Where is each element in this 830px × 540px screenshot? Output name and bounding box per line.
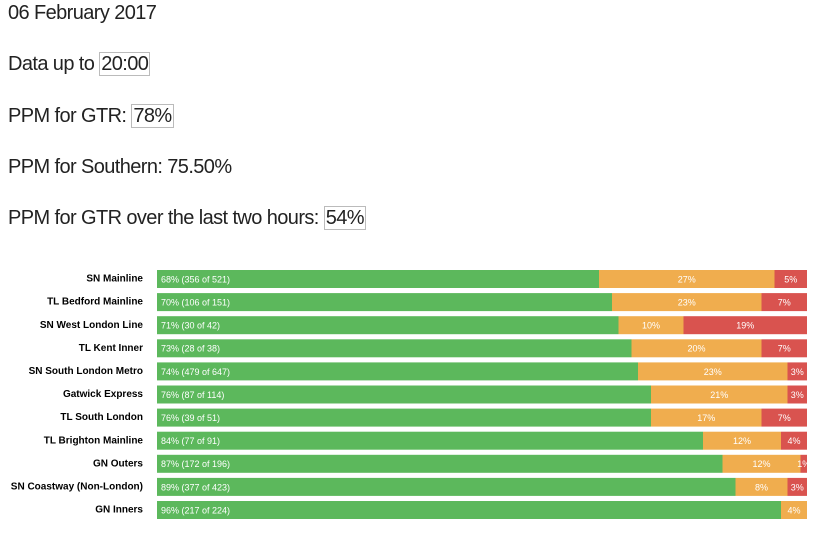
bar-segment [638, 362, 788, 381]
value-label: 71% (30 of 42) [161, 321, 220, 331]
value-label: 89% (377 of 423) [161, 482, 230, 492]
value-label: 7% [778, 297, 791, 307]
row-label: TL Brighton Mainline [44, 435, 144, 446]
row-label: TL Bedford Mainline [47, 297, 143, 308]
bar-segment [157, 293, 612, 312]
value-label: 10% [642, 321, 660, 331]
value-label: 87% (172 of 196) [161, 459, 230, 469]
value-label: 76% (39 of 51) [161, 413, 220, 423]
bar-segment [722, 454, 801, 473]
label: Data up to [8, 53, 95, 75]
row-label: Gatwick Express [63, 389, 143, 400]
bar-segment [157, 362, 638, 381]
bar-segment [781, 431, 807, 450]
bar-segment [157, 501, 781, 519]
label: PPM for GTR: [8, 105, 127, 127]
bar-segment [735, 477, 788, 496]
bar-segment [599, 270, 775, 288]
value-label: 20% [687, 344, 705, 354]
bar-segment [612, 293, 762, 312]
bar-segment [774, 270, 807, 288]
data-up-to: Data up to 20:00 [8, 52, 151, 76]
value-label: 73% (28 of 38) [161, 344, 220, 354]
value-label: 70% (106 of 151) [161, 297, 230, 307]
chart: SN Mainline 68% (356 of 521) 27% 5% TL Bedfo… [11, 270, 810, 519]
row-label: TL Kent Inner [79, 343, 143, 354]
bar-segment [618, 316, 684, 335]
ppm-southern: PPM for Southern: 75.50% [8, 156, 232, 178]
bar-segment [787, 477, 807, 496]
bar-segment [157, 385, 651, 404]
value-label: 12% [733, 436, 751, 446]
bar-segment [703, 431, 781, 450]
bar-segment [761, 293, 807, 312]
value-label: 23% [704, 367, 722, 377]
bar-segment [787, 385, 807, 404]
value-label: 21% [710, 390, 728, 400]
row-label: SN West London Line [40, 320, 144, 331]
bar-segment [157, 408, 651, 427]
value-label: 17% [697, 413, 715, 423]
value-label: 96% (217 of 224) [161, 505, 230, 515]
value-label: 4% [787, 505, 800, 515]
value-label: 8% [755, 482, 768, 492]
row-label: GN Outers [93, 458, 143, 469]
row-label: SN Mainline [86, 274, 143, 285]
bar-segment [157, 431, 703, 450]
row-label: GN Inners [95, 505, 143, 516]
bar-segment [157, 477, 736, 496]
value: 20:00 [99, 52, 151, 76]
row-label: SN South London Metro [29, 366, 143, 377]
label: PPM for GTR over the last two hours: [8, 207, 319, 229]
ppm-gtr-two-hours: PPM for GTR over the last two hours: 54% [8, 206, 366, 230]
bar-segment [157, 316, 619, 335]
bar-segment [761, 408, 807, 427]
value-label: 1% [797, 459, 810, 469]
date: 06 February 2017 [8, 2, 157, 24]
value-label: 3% [791, 482, 804, 492]
value-label: 76% (87 of 114) [161, 390, 224, 400]
bar-segment [631, 339, 762, 358]
row-label: TL South London [60, 412, 143, 423]
value: 54% [323, 206, 366, 230]
bar-segment [651, 408, 762, 427]
value: 78% [131, 104, 174, 128]
value-label: 27% [678, 274, 696, 284]
bar-segment [787, 362, 807, 381]
bar-segment [157, 270, 599, 288]
ppm-gtr: PPM for GTR: 78% [8, 104, 174, 128]
value-label: 7% [778, 413, 791, 423]
value-label: 4% [787, 436, 800, 446]
value-label: 74% (479 of 647) [161, 367, 230, 377]
value-label: 5% [784, 274, 797, 284]
bar-segment [651, 385, 788, 404]
value-label: 3% [791, 367, 804, 377]
bar-segment [800, 454, 807, 473]
bar-segment [157, 339, 632, 358]
row-label: SN Coastway (Non-London) [11, 482, 143, 493]
value-label: 19% [736, 321, 754, 331]
value-label: 7% [778, 344, 791, 354]
value-label: 68% (356 of 521) [161, 274, 230, 284]
bar-segment [781, 501, 807, 519]
bar-segment [157, 454, 723, 473]
value-label: 12% [752, 459, 770, 469]
value-label: 23% [678, 297, 696, 307]
value-label: 3% [791, 390, 804, 400]
bar-segment [683, 316, 807, 335]
value-label: 84% (77 of 91) [161, 436, 220, 446]
bar-segment [761, 339, 807, 358]
